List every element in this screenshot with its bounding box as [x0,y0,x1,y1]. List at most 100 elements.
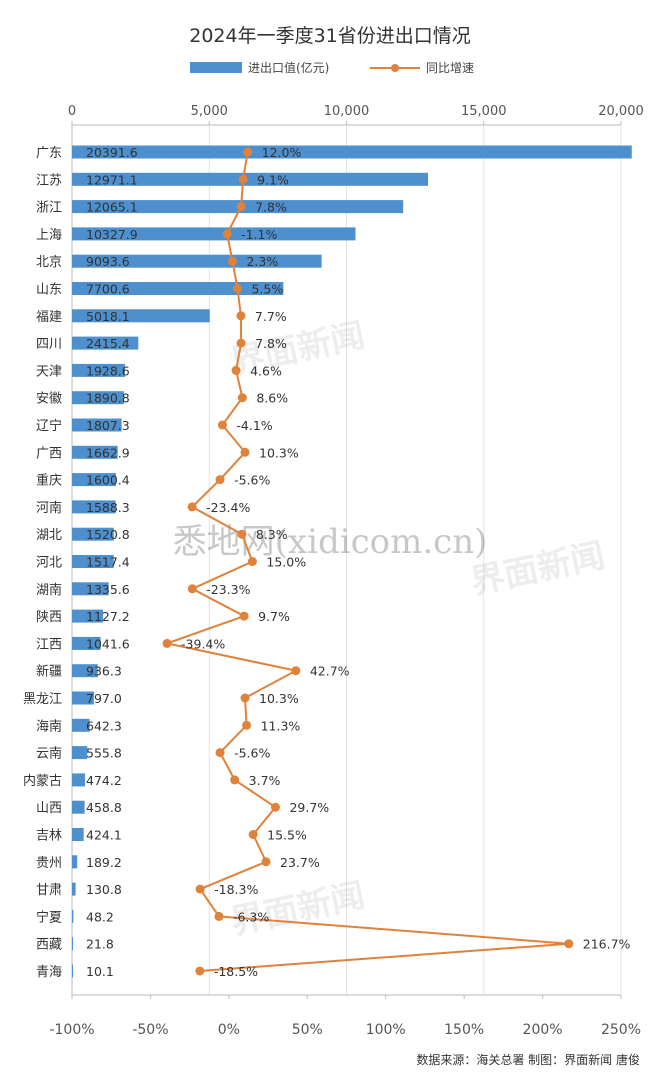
top-axis-tick-label: 5,000 [191,104,228,119]
bar-value-label: 797.0 [86,691,122,706]
bar-value-label: 1041.6 [86,636,130,651]
growth-value-label: 29.7% [289,800,329,815]
bar-value-label: 1928.6 [86,363,130,378]
bar [72,691,94,705]
category-label: 内蒙古 [23,773,62,789]
category-label: 贵州 [36,856,62,871]
growth-value-label: 10.3% [259,445,299,460]
bar [72,336,139,350]
bar [72,555,114,568]
category-label: 宁夏 [36,909,62,925]
bar-value-label: 1662.9 [86,445,130,460]
chart-title: 2024年一季度31省份进出口情况 [189,25,471,47]
bar [72,664,98,678]
growth-point [214,911,224,921]
bar-value-label: 2415.4 [86,336,130,351]
category-label: 甘肃 [36,883,62,898]
bar [72,473,116,487]
bar [72,636,101,650]
growth-value-label: -39.4% [181,636,225,651]
bar [72,718,90,732]
growth-value-label: 8.6% [256,391,288,406]
growth-point [248,830,258,839]
category-label: 西藏 [36,938,62,953]
top-axis-tick-label: 15,000 [461,104,507,119]
growth-value-label: 4.6% [250,363,282,378]
category-label: 新疆 [36,664,62,680]
bar-value-label: 424.1 [86,828,122,843]
growth-point [222,229,232,239]
growth-point [564,939,574,949]
bar-value-label: 1807.3 [86,418,130,433]
bar-value-label: 20391.6 [86,145,138,160]
category-label: 安徽 [36,392,62,407]
growth-point [270,802,280,812]
bar [72,609,103,623]
top-axis-tick-label: 20,000 [598,104,644,119]
growth-value-label: 9.1% [257,172,289,187]
bar-value-label: 1588.3 [86,500,130,515]
category-label: 上海 [36,228,62,243]
growth-point [237,393,247,403]
growth-point [195,884,205,894]
growth-value-label: -5.6% [234,473,270,488]
bar-value-label: 7700.6 [86,282,130,297]
bar-value-label: 1335.6 [86,582,130,597]
category-label: 青海 [36,965,62,980]
bar-value-label: 12971.1 [86,172,138,187]
bottom-axis-tick-label: 0% [218,1022,240,1038]
growth-point [232,284,242,293]
bar-value-label: 10327.9 [86,227,138,242]
growth-point [261,857,271,867]
bottom-axis-tick-label: -100% [49,1022,94,1038]
category-label: 江苏 [36,172,62,188]
bar-value-label: 458.8 [86,800,122,815]
legend-bar-swatch [190,62,242,73]
growth-value-label: -18.5% [214,964,258,979]
bar [72,309,210,323]
growth-point [240,693,250,703]
bar-value-label: 1520.8 [86,527,130,542]
bar [72,172,429,186]
watermark-text: 悉地网(xidicom.cn) [173,522,488,562]
growth-point [195,966,205,976]
category-label: 山东 [36,283,62,298]
growth-value-label: 42.7% [310,664,350,679]
bar-value-label: 10.1 [86,964,114,979]
bar [72,882,76,896]
growth-point [217,420,227,430]
bar [72,828,84,841]
growth-point [187,502,197,512]
category-label: 海南 [36,718,62,734]
category-labels: 广东江苏浙江上海北京山东福建四川天津安徽辽宁广西重庆河南湖北河北湖南陕西江西新疆… [23,146,62,980]
category-label: 天津 [36,364,62,379]
bar-value-label: 130.8 [86,882,122,897]
growth-point [162,638,172,648]
bar [72,254,322,268]
bar-value-label: 1127.2 [86,609,130,624]
bar [72,582,109,596]
growth-value-label: -18.3% [214,882,258,897]
category-label: 河北 [36,556,62,571]
bar [72,363,125,377]
growth-point [240,447,250,457]
category-label: 黑龙江 [23,692,62,707]
top-axis-tick-label: 10,000 [324,104,370,119]
category-label: 北京 [36,255,62,270]
category-label: 重庆 [36,473,62,489]
bar [72,937,73,951]
bar-value-label: 1600.4 [86,473,130,488]
bar [72,746,88,760]
bar-value-label: 474.2 [86,773,122,788]
legend: 进出口值(亿元) 同比增速 [190,60,474,75]
growth-value-label: 9.7% [258,609,290,624]
top-axis-tick-label: 0 [68,104,76,119]
category-label: 河南 [36,500,62,516]
growth-value-label: 5.5% [251,282,283,297]
growth-point [236,338,246,348]
growth-value-label: 23.7% [280,855,320,870]
growth-point [215,748,225,758]
